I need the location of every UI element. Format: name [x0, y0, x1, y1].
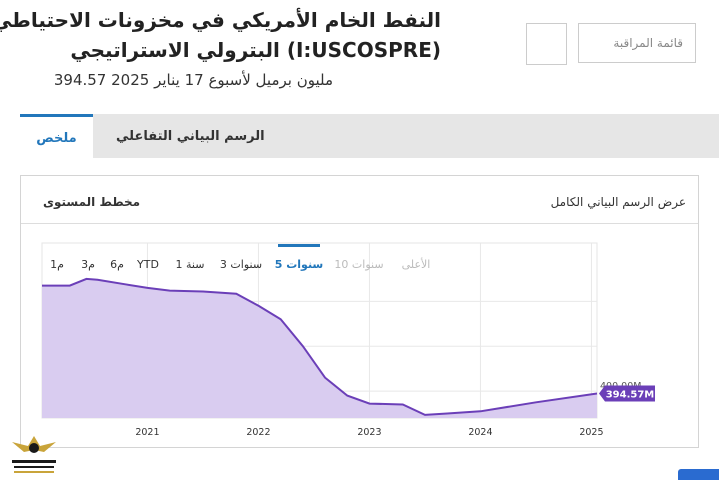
latest-value-callout-box: [599, 385, 655, 402]
range-option[interactable]: 1 سنة: [176, 258, 205, 271]
x-tick-label: 2024: [468, 427, 492, 438]
x-tick-label: 2025: [579, 427, 603, 438]
series-area: [42, 278, 597, 418]
page-title-line-1: النفط الخام الأمريكي في مخزونات الاحتياط…: [0, 8, 441, 32]
range-option[interactable]: 1م: [50, 258, 64, 271]
x-tick-label: 2021: [135, 427, 159, 438]
view-full-chart-link[interactable]: عرض الرسم البياني الكامل: [550, 195, 686, 209]
latest-value-subtitle: 394.57 مليون برميل لأسبوع 17 يناير 2025: [53, 71, 333, 89]
x-tick-label: 2022: [246, 427, 270, 438]
corner-action-button[interactable]: [678, 469, 719, 480]
x-tick-label: 2023: [357, 427, 381, 438]
latest-value-callout: 394.57M: [606, 390, 655, 401]
tab-bar: ملخص الرسم البياني التفاعلي: [20, 114, 719, 159]
range-option[interactable]: YTD: [136, 258, 159, 271]
series-line: [42, 277, 598, 416]
range-option[interactable]: 5 سنوات: [275, 258, 324, 271]
forum-watermark-logo: [12, 436, 56, 473]
range-option[interactable]: 3 سنوات: [220, 258, 262, 271]
range-option[interactable]: 6م: [110, 258, 124, 271]
range-option[interactable]: الأعلى: [402, 257, 431, 271]
tab-summary[interactable]: ملخص: [20, 114, 93, 159]
range-option[interactable]: 3م: [81, 258, 95, 271]
range-option[interactable]: 10 سنوات: [334, 258, 383, 271]
tab-interactive-chart[interactable]: الرسم البياني التفاعلي: [116, 128, 265, 144]
watchlist-button[interactable]: قائمة المراقبة: [578, 23, 696, 63]
range-active-indicator: [278, 244, 320, 247]
watchlist-checkbox[interactable]: [526, 23, 567, 65]
page-title-line-2: البترولي الاستراتيجي (I:USCOSPRE): [70, 38, 441, 62]
level-chart-label: مخطط المستوى: [43, 195, 141, 209]
chart-panel-header: عرض الرسم البياني الكامل مخطط المستوى: [21, 176, 698, 224]
